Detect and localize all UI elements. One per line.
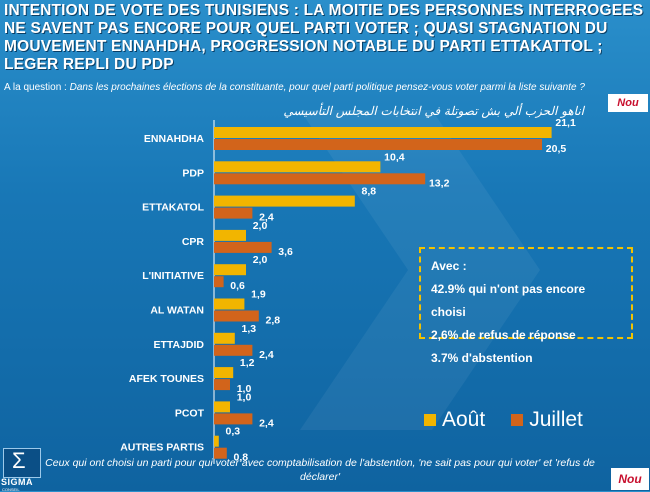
category-label: L'INITIATIVE bbox=[142, 270, 204, 282]
data-label: 0,6 bbox=[230, 280, 245, 292]
bar-aout bbox=[214, 229, 246, 241]
bar-juillet bbox=[214, 344, 253, 356]
bar-aout bbox=[214, 332, 235, 344]
info-box: Avec : 42.9% qui n'ont pas encore choisi… bbox=[419, 247, 633, 365]
bar-chart: ENNAHDHA 21,1 20,5 PDP 10,4 13,2 ETTAKATOL 8,8 2… bbox=[120, 118, 576, 464]
bar-aout bbox=[214, 264, 246, 276]
sigma-logo-text: SIGMA bbox=[1, 477, 34, 487]
bar-aout bbox=[214, 161, 381, 173]
sigma-symbol-icon: Σ bbox=[12, 448, 26, 473]
category-label: PCOT bbox=[175, 407, 205, 419]
data-label: 0,8 bbox=[233, 452, 248, 464]
category-label: ENNAHDHA bbox=[144, 133, 205, 145]
category-label: ETTAJDID bbox=[153, 339, 204, 351]
survey-question: A la question : Dans les prochaines élec… bbox=[4, 82, 604, 94]
page-title: INTENTION DE VOTE DES TUNISIENS : LA MOI… bbox=[4, 2, 644, 73]
question-text: Dans les prochaines élections de la cons… bbox=[69, 82, 585, 93]
info-box-heading: Avec : bbox=[431, 259, 467, 273]
bar-juillet bbox=[214, 139, 542, 150]
data-label: 8,8 bbox=[361, 186, 376, 198]
data-label: 20,5 bbox=[546, 143, 567, 155]
info-box-line: 2,6% de refus de réponse bbox=[431, 328, 576, 342]
bar-juillet bbox=[214, 241, 272, 253]
data-label: 1,0 bbox=[237, 383, 252, 395]
data-label: 1,3 bbox=[241, 323, 256, 335]
question-arabic: اناهو الحزب ألي بش تصوتلة في انتخابات ال… bbox=[283, 104, 584, 118]
data-label: 3,6 bbox=[278, 246, 293, 258]
bar-aout bbox=[214, 367, 234, 379]
bar-aout bbox=[214, 195, 355, 207]
data-label: 2,4 bbox=[259, 417, 274, 429]
data-label: 1,0 bbox=[237, 391, 252, 403]
data-label: 2,0 bbox=[253, 254, 268, 266]
data-label: 2,4 bbox=[259, 212, 274, 224]
info-box-line: 42.9% qui n'ont pas encore choisi bbox=[431, 282, 586, 319]
legend-swatch-aout bbox=[424, 414, 436, 426]
bar-juillet bbox=[214, 379, 230, 391]
bar-juillet bbox=[214, 310, 259, 322]
sigma-logo-subtext: CONSEIL bbox=[2, 487, 20, 492]
sigma-logo-box bbox=[3, 448, 41, 478]
legend-label-aout: Août bbox=[442, 408, 486, 431]
legend-swatch-juillet bbox=[511, 414, 524, 426]
partner-logo-top: Nou bbox=[608, 94, 648, 112]
bar-juillet bbox=[214, 207, 253, 219]
data-label: 2,0 bbox=[253, 220, 268, 232]
footnote: Ceux qui ont choisi un parti pour qui vo… bbox=[45, 457, 595, 483]
info-box-line: 3.7% d'abstention bbox=[431, 351, 533, 365]
category-label: AL WATAN bbox=[150, 305, 204, 317]
data-label: 2,8 bbox=[265, 315, 280, 327]
bar-aout bbox=[214, 127, 552, 138]
bar-juillet bbox=[214, 447, 227, 459]
data-label: 1,9 bbox=[251, 289, 266, 301]
category-label: AUTRES PARTIS bbox=[120, 442, 204, 454]
bar-aout bbox=[214, 435, 219, 447]
bar-aout bbox=[214, 401, 230, 413]
bar-juillet bbox=[214, 413, 253, 425]
bar-juillet bbox=[214, 276, 224, 288]
data-label: 13,2 bbox=[429, 177, 450, 189]
category-label: CPR bbox=[182, 236, 205, 248]
bar-aout bbox=[214, 298, 245, 310]
legend-label-juillet: Juillet bbox=[529, 408, 583, 431]
question-label: A la question : bbox=[4, 82, 70, 93]
data-label: 21,1 bbox=[555, 118, 576, 129]
sigma-logo: Σ SIGMA CONSEIL bbox=[0, 446, 44, 492]
partner-logo: Nou bbox=[611, 468, 649, 490]
data-label: 10,4 bbox=[384, 151, 405, 163]
category-label: AFEK TOUNES bbox=[129, 373, 204, 385]
data-label: 1,2 bbox=[240, 357, 255, 369]
chart-legend: Août Juillet bbox=[424, 408, 583, 432]
data-label: 0,3 bbox=[225, 426, 240, 438]
bar-juillet bbox=[214, 173, 426, 185]
legend-item-juillet: Juillet bbox=[511, 408, 583, 432]
data-label: 2,4 bbox=[259, 349, 274, 361]
legend-item-aout: Août bbox=[424, 408, 485, 432]
category-label: ETTAKATOL bbox=[142, 202, 204, 214]
category-label: PDP bbox=[182, 167, 204, 179]
